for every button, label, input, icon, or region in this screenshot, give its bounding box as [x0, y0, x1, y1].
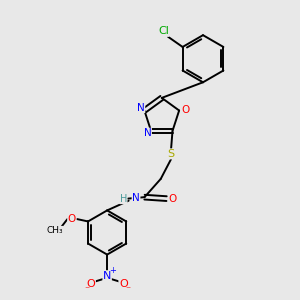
Text: ⁻: ⁻	[125, 285, 130, 295]
Text: O: O	[68, 214, 76, 224]
Text: O: O	[119, 279, 128, 289]
Text: ⁻: ⁻	[84, 285, 89, 295]
Text: O: O	[168, 194, 177, 204]
Text: N: N	[144, 128, 152, 138]
Text: S: S	[167, 149, 175, 159]
Text: N: N	[103, 271, 111, 281]
Text: +: +	[109, 266, 116, 275]
Text: CH₃: CH₃	[47, 226, 63, 236]
Text: H: H	[120, 194, 127, 204]
Text: Cl: Cl	[158, 26, 169, 36]
Text: N: N	[137, 103, 145, 112]
Text: N: N	[132, 193, 140, 203]
Text: O: O	[181, 106, 189, 116]
Text: O: O	[87, 279, 95, 289]
